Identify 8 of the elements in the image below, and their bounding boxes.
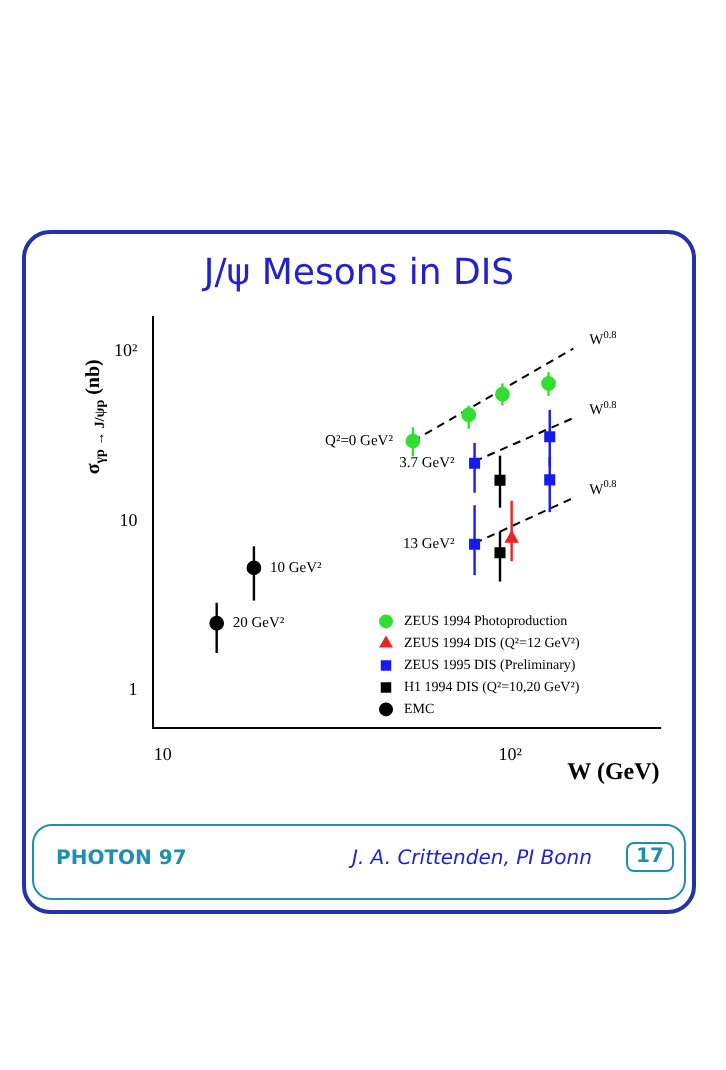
- chart-title: J/ψ Mesons in DIS: [200, 252, 517, 294]
- text: J. A. Crittenden, PI Bonn: [352, 848, 592, 870]
- x-axis-title: W (GeV): [567, 756, 660, 785]
- y-tick-label: 10²: [113, 340, 138, 361]
- y-tick-label: 1: [128, 679, 138, 700]
- text: PHOTON 97: [56, 848, 187, 870]
- text: 17: [626, 842, 674, 872]
- y-tick-label: 10: [119, 509, 139, 530]
